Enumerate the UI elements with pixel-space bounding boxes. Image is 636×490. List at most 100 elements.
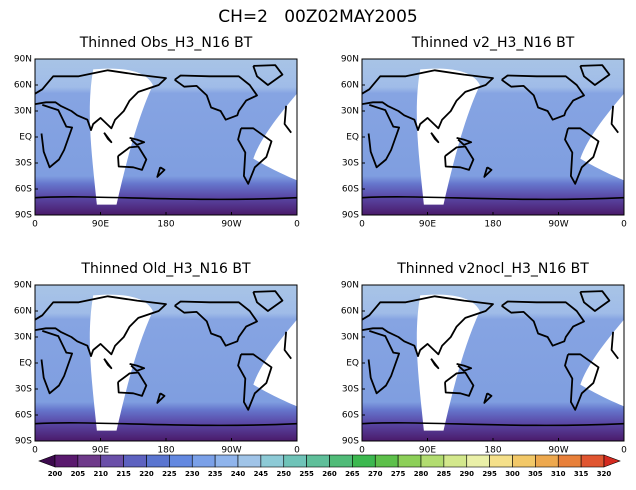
colorbar-box xyxy=(374,454,399,468)
map-area xyxy=(362,59,624,215)
coastline xyxy=(501,74,585,121)
coastline xyxy=(564,127,600,185)
coastline xyxy=(103,132,113,144)
lat-label: EQ xyxy=(346,359,359,369)
lon-label: 180 xyxy=(157,446,174,456)
coastline xyxy=(456,137,473,146)
colorbar-box xyxy=(100,454,124,468)
coastline xyxy=(579,290,611,312)
colorbar-box xyxy=(397,454,422,468)
lat-label: 30S xyxy=(15,385,32,395)
colorbar-label: 200 xyxy=(48,470,63,478)
coastline xyxy=(35,422,297,427)
lon-label: 0 xyxy=(621,220,627,230)
lon-label: 90E xyxy=(419,446,436,456)
colorbar-box xyxy=(420,454,445,468)
data-gap xyxy=(89,68,153,205)
map-panel: Thinned Obs_H3_N16 BT 90N 60N 30N EQ 30S 60S 90… xyxy=(14,35,300,230)
colorbar-label: 280 xyxy=(414,470,429,478)
coastline xyxy=(156,392,166,404)
lon-label: 90W xyxy=(221,220,241,230)
coastline xyxy=(252,290,284,312)
colorbar-box xyxy=(214,454,239,468)
bt-field xyxy=(362,59,624,215)
colorbar-label: 300 xyxy=(505,470,520,478)
coastline xyxy=(117,145,148,171)
colorbar-box xyxy=(260,454,285,468)
lat-label: 60N xyxy=(341,307,359,317)
lat-label: 90S xyxy=(15,437,32,447)
colorbar-label: 210 xyxy=(93,470,108,478)
colorbar-label: 315 xyxy=(574,470,589,478)
colorbar-label: 295 xyxy=(482,470,497,478)
lat-label: 30S xyxy=(342,159,359,169)
lat-label: EQ xyxy=(19,359,32,369)
coastline xyxy=(367,104,619,169)
lon-label: 90W xyxy=(221,446,241,456)
lat-label: 30N xyxy=(341,333,359,343)
lat-label: 60S xyxy=(15,411,32,421)
lat-label: 30N xyxy=(341,107,359,117)
lat-label: 90N xyxy=(341,281,359,291)
colorbar-label: 285 xyxy=(437,470,452,478)
bt-field xyxy=(362,285,624,441)
coastline xyxy=(579,64,611,86)
colorbar-label: 320 xyxy=(597,470,612,478)
panel-title: Thinned Old_H3_N16 BT xyxy=(80,261,251,277)
coastline xyxy=(129,363,146,372)
lon-label: 90E xyxy=(92,446,109,456)
coastline xyxy=(35,196,297,201)
lat-label: 60N xyxy=(14,307,32,317)
coastline xyxy=(367,330,619,395)
colorbar-box xyxy=(306,454,330,468)
data-gap xyxy=(416,294,480,431)
coastline xyxy=(117,371,148,397)
map-area xyxy=(35,59,297,215)
colorbar-label: 260 xyxy=(322,470,337,478)
colorbar-box xyxy=(237,454,262,468)
colorbar-label: 270 xyxy=(368,470,383,478)
lon-label: 0 xyxy=(32,220,38,230)
lat-label: 60N xyxy=(341,81,359,91)
data-gap xyxy=(89,294,153,431)
colorbar-label: 235 xyxy=(208,470,223,478)
coastline xyxy=(174,300,258,347)
bt-field xyxy=(35,285,297,441)
colorbar-box xyxy=(535,454,559,468)
coastline xyxy=(444,145,475,171)
panel-title: Thinned v2nocl_H3_N16 BT xyxy=(396,261,589,277)
colorbar-label: 290 xyxy=(459,470,474,478)
lon-label: 90W xyxy=(548,220,568,230)
colorbar-lower-triangle xyxy=(38,454,56,468)
lon-label: 90W xyxy=(548,446,568,456)
lat-label: 90S xyxy=(342,437,359,447)
colorbar-label: 205 xyxy=(71,470,86,478)
coastline xyxy=(483,392,493,404)
colorbar-box xyxy=(54,454,79,468)
colorbar-label: 245 xyxy=(254,470,269,478)
bt-field xyxy=(35,59,297,215)
lon-label: 0 xyxy=(294,446,300,456)
colorbar-box xyxy=(443,454,468,468)
lon-label: 0 xyxy=(621,446,627,456)
colorbar-label: 310 xyxy=(551,470,566,478)
coastline xyxy=(362,422,624,427)
coastline xyxy=(252,64,284,86)
colorbar: 200 205 210 215 220 225 230 235 240 245 250 255 260 2… xyxy=(38,454,621,478)
colorbar-box xyxy=(329,454,353,468)
coastline xyxy=(362,196,624,201)
coastline xyxy=(40,330,292,395)
colorbar-box xyxy=(466,454,490,468)
colorbar-label: 265 xyxy=(345,470,360,478)
map-area xyxy=(362,285,624,441)
map-panel: Thinned v2_H3_N16 BT 90N 60N 30N EQ 30S 60S 90S… xyxy=(341,35,627,230)
lat-label: 90S xyxy=(15,211,32,221)
lat-label: 90S xyxy=(342,211,359,221)
figure-title: CH=2 00Z02MAY2005 xyxy=(218,7,417,27)
coastline xyxy=(444,371,475,397)
lat-label: 60S xyxy=(342,411,359,421)
lat-label: EQ xyxy=(346,133,359,143)
lon-label: 90E xyxy=(419,220,436,230)
colorbar-box xyxy=(146,454,170,468)
